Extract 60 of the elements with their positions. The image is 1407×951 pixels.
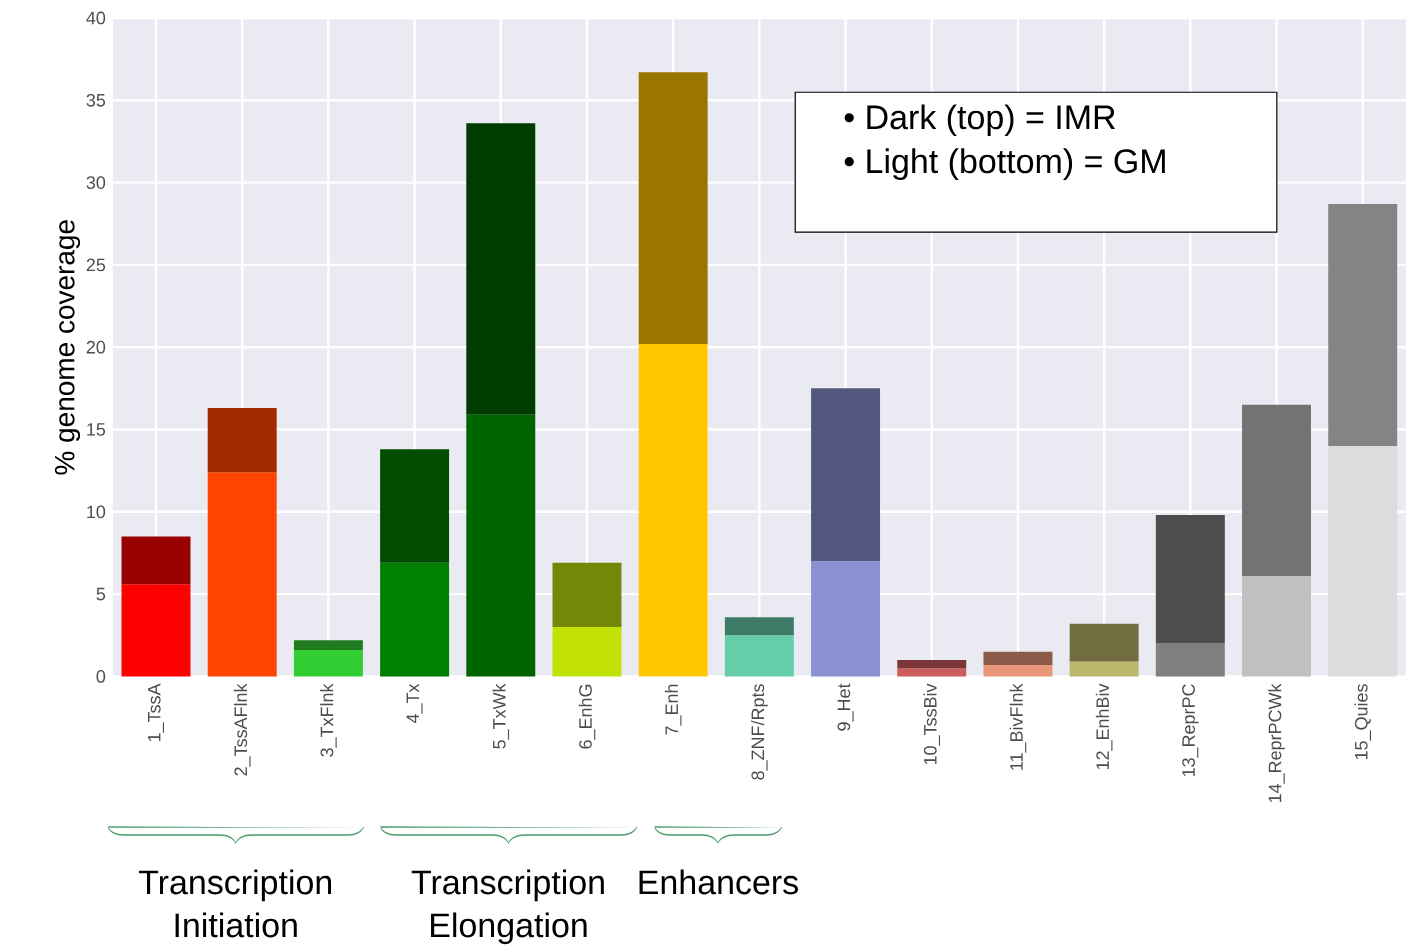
x-tick-label: 8_ZNF/Rpts: [750, 684, 768, 780]
text: Transcription Elongation: [411, 869, 604, 945]
x-tick-label: 1_TssA: [148, 683, 164, 742]
y-tick-label: 25: [86, 258, 106, 272]
bar: [207, 408, 277, 473]
x-tick-label: 12_EnhBiv: [1095, 683, 1113, 770]
bar: [983, 651, 1053, 666]
bar: [293, 640, 363, 651]
x-tick-label: 3_TxFlnk: [320, 683, 337, 757]
y-tick-label: 0: [96, 670, 106, 683]
y-tick-label: 30: [86, 176, 106, 190]
bar: [638, 344, 708, 677]
x-tick-label: 7_Enh: [664, 684, 682, 735]
x-tick-label: 10_TssBiv: [923, 683, 941, 765]
y-tick-label: 15: [87, 423, 106, 436]
bar: [1155, 643, 1225, 677]
x-tick-label: 9_Het: [837, 683, 854, 731]
bar: [121, 584, 191, 677]
text: Enhancers: [639, 869, 798, 895]
x-tick-label: 11_BivFlnk: [1009, 683, 1027, 770]
bar: [466, 123, 536, 415]
bar: [1242, 576, 1311, 677]
bar: [121, 536, 191, 585]
x-tick-label: 13_ReprPC: [1182, 684, 1199, 777]
bar: [293, 650, 363, 677]
y-tick-label: 5: [96, 587, 106, 601]
bar: [1155, 515, 1225, 644]
bar: [380, 449, 450, 563]
bar: [466, 414, 536, 677]
bar: [724, 617, 794, 636]
annotation: • Dark (top) = IMR: [844, 104, 1116, 137]
text: Transcription Initiation: [138, 869, 332, 938]
y-tick-label: 20: [86, 340, 106, 354]
bar: [1328, 446, 1398, 677]
x-tick-label: 2_TssAFlnk: [233, 683, 251, 776]
x-tick-label: 6_EnhG: [578, 684, 596, 749]
annotation: • Light (bottom) = GM: [844, 148, 1165, 181]
bar: [1328, 204, 1398, 447]
y-axis-title: % genome coverage: [54, 220, 81, 475]
bar: [724, 635, 794, 677]
bar: [552, 627, 622, 677]
x-tick-label: 5_TxWk: [492, 683, 510, 749]
bar: [638, 72, 708, 345]
bar: [811, 561, 881, 677]
bar: [983, 665, 1053, 677]
bar: [897, 668, 967, 677]
y-tick-label: 40: [86, 11, 106, 25]
y-tick-label: 10: [87, 505, 106, 519]
bar: [811, 388, 881, 562]
bar: [1242, 404, 1311, 577]
bar: [1069, 623, 1139, 662]
x-tick-label: 14_ReprPCWk: [1268, 683, 1285, 803]
bar: [897, 660, 967, 669]
y-tick-label: 35: [86, 94, 106, 107]
x-tick-label: 4_Tx: [406, 683, 423, 724]
bar: [380, 562, 450, 677]
bar: [1069, 661, 1139, 677]
x-tick-label: 15_Quies: [1354, 684, 1372, 760]
bar: [552, 562, 622, 628]
bar: [207, 472, 277, 677]
